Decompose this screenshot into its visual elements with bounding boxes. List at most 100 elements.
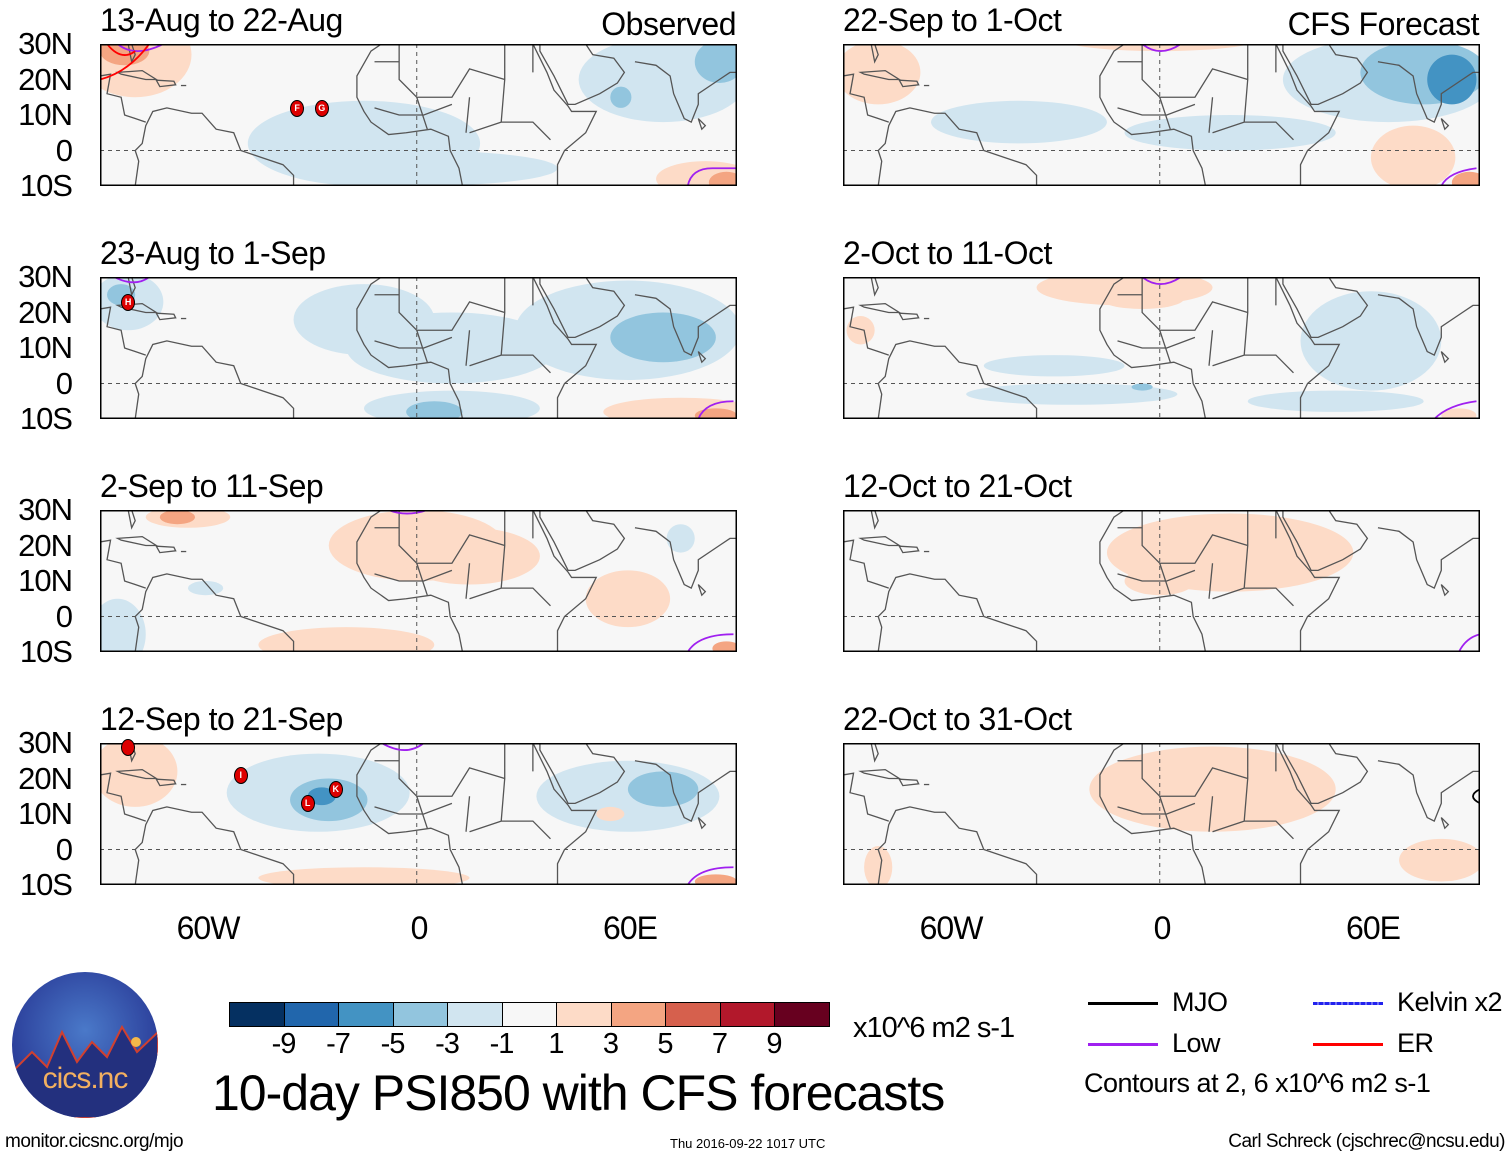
anomaly-shading — [1131, 383, 1153, 391]
x-tick-label: 60W — [176, 910, 241, 946]
x-tick-label: 60E — [1346, 910, 1401, 946]
contour-line — [114, 277, 149, 282]
anomaly-shading — [307, 787, 336, 806]
storm-marker-icon: G — [314, 99, 329, 117]
anomaly-shading — [1441, 408, 1477, 419]
colorbar-swatch — [775, 1003, 829, 1026]
colorbar-swatch — [339, 1003, 394, 1026]
contour-line — [100, 44, 149, 80]
storm-marker-icon: L — [300, 795, 315, 813]
contour-line — [688, 168, 737, 186]
colorbar-label: -3 — [435, 1028, 460, 1060]
footer-author: Carl Schreck (cjschrec@ncsu.edu) — [1228, 1131, 1505, 1152]
colorbar-swatch — [230, 1003, 285, 1026]
panel-title: 2-Oct to 11-Oct — [843, 235, 1052, 271]
colorbar-swatch — [502, 1003, 557, 1026]
y-tick-label: 0 — [55, 365, 73, 401]
storm-marker-icon — [121, 738, 136, 756]
anomaly-shading — [100, 743, 178, 807]
colorbar-swatch — [611, 1003, 666, 1026]
anomaly-shading — [694, 44, 737, 84]
anomaly-shading — [1370, 125, 1456, 186]
y-tick-label: 20N — [18, 294, 73, 330]
colorbar-label: 5 — [657, 1028, 673, 1060]
contours-note: Contours at 2, 6 x10^6 m2 s-1 — [1084, 1068, 1431, 1098]
anomaly-shading — [399, 527, 540, 585]
anomaly-shading — [1124, 115, 1336, 151]
anomaly-shading — [585, 570, 671, 628]
anomaly-shading — [275, 150, 558, 186]
contour-line — [1441, 168, 1476, 186]
legend-line-icon — [1088, 1002, 1158, 1005]
anomaly-shading — [694, 408, 737, 419]
panel-tag: CFS Forecast — [1287, 6, 1480, 42]
contour-line — [382, 743, 424, 750]
anomaly-shading — [1399, 838, 1480, 882]
storm-label: G — [318, 102, 326, 113]
anomaly-shading — [1089, 746, 1336, 832]
panel-tag: Observed — [601, 6, 736, 42]
contour-line — [107, 44, 135, 55]
panel-frame — [843, 510, 1480, 652]
storm-label: L — [304, 798, 311, 809]
logo-text: cics.nc — [42, 1062, 129, 1095]
anomaly-shading — [966, 383, 1178, 405]
footer-url[interactable]: monitor.cicsnc.org/mjo — [5, 1131, 184, 1152]
storm-marker-icon: I — [233, 766, 248, 784]
y-tick-label: 10N — [18, 796, 73, 831]
x-tick-label: 60E — [603, 910, 658, 946]
anomaly-shading — [596, 806, 625, 822]
anomaly-shading — [159, 510, 196, 525]
cics-logo: cics.nc — [12, 972, 158, 1118]
anomaly-shading — [930, 100, 1107, 144]
y-tick-label: 20N — [18, 760, 73, 796]
legend-label: Low — [1172, 1028, 1221, 1058]
map-panel — [843, 277, 1480, 419]
legend-label: Kelvin x2 — [1397, 987, 1503, 1017]
contour-line — [698, 401, 733, 419]
contour-line — [1142, 44, 1181, 51]
anomaly-shading — [666, 524, 695, 553]
y-tick-label: 10S — [19, 634, 73, 669]
map-panel — [100, 44, 737, 186]
storm-label: I — [239, 769, 243, 780]
y-tick-label: 10N — [18, 97, 73, 132]
panel-frame — [843, 277, 1480, 419]
anomaly-shading — [258, 627, 435, 652]
contour-line — [118, 44, 164, 51]
contour-line — [1459, 634, 1480, 652]
footer-timestamp: Thu 2016-09-22 1017 UTC — [670, 1136, 826, 1151]
colorbar-label: -9 — [271, 1028, 297, 1060]
contour-line — [688, 634, 734, 652]
anomaly-shading — [1300, 291, 1442, 391]
panel-title: 23-Aug to 1-Sep — [100, 235, 326, 271]
map-panel — [100, 510, 737, 652]
storm-label: H — [124, 296, 132, 307]
x-tick-label: 0 — [410, 910, 429, 946]
colorbar-swatch — [557, 1003, 612, 1026]
x-tick-label: 0 — [1153, 910, 1172, 946]
anomaly-shading — [712, 641, 737, 652]
y-tick-label: 10S — [19, 168, 73, 203]
y-tick-label: 30N — [18, 725, 73, 760]
y-tick-label: 20N — [18, 527, 73, 563]
legend-line-icon — [1313, 1002, 1383, 1005]
colorbar-label: 3 — [602, 1028, 619, 1060]
y-tick-label: 30N — [18, 26, 73, 61]
legend-line-icon — [1088, 1043, 1158, 1046]
y-tick-label: 20N — [18, 61, 73, 97]
map-panel — [843, 510, 1480, 652]
legend-label: MJO — [1172, 987, 1228, 1017]
colorbar-units: x10^6 m2 s-1 — [853, 1012, 1015, 1044]
y-tick-label: 10S — [19, 401, 73, 436]
contour-line — [1473, 789, 1480, 803]
panel-title: 12-Sep to 21-Sep — [100, 701, 343, 737]
storm-marker-icon: H — [121, 293, 136, 311]
colorbar-swatch — [284, 1003, 339, 1026]
map-panel — [843, 44, 1480, 186]
y-tick-label: 0 — [55, 598, 73, 634]
contour-line — [688, 867, 734, 885]
panel-title: 22-Oct to 31-Oct — [843, 701, 1072, 737]
anomaly-shading — [346, 312, 558, 384]
colorbar — [229, 1002, 830, 1027]
